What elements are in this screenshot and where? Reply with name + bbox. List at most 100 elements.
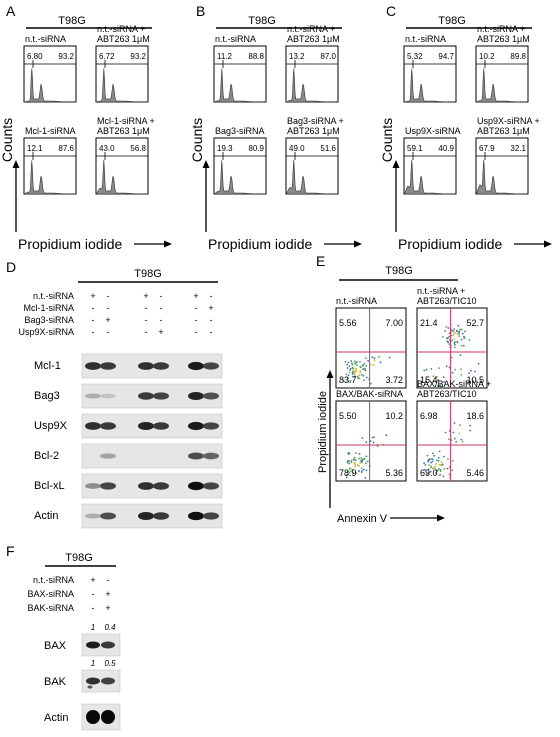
event-dot	[477, 362, 480, 365]
event-dot	[372, 364, 375, 366]
quadrant-ul: 5.50	[339, 411, 357, 421]
event-dot	[457, 324, 460, 327]
protein-label: Mcl-1	[34, 360, 61, 372]
event-dot	[362, 368, 365, 371]
event-dot	[353, 375, 356, 378]
event-dot	[437, 457, 440, 459]
subg1-value: 67.9	[479, 144, 495, 153]
panel-A-cell-line: T98G	[58, 15, 86, 27]
quadrant-ll: 78.9	[339, 468, 357, 478]
event-dot	[365, 364, 368, 367]
event-dot	[459, 328, 461, 331]
event-dot	[427, 472, 429, 474]
event-dot	[365, 441, 368, 444]
event-dot	[359, 360, 361, 363]
event-dot	[441, 385, 444, 388]
event-dot	[356, 464, 359, 466]
lane-sign: -	[92, 589, 95, 599]
quadrant-ll: 83.7	[339, 375, 357, 385]
event-dot	[456, 333, 459, 336]
event-dot	[356, 364, 358, 367]
blot-band	[85, 513, 101, 519]
lane-sign: +	[193, 291, 198, 301]
event-dot	[430, 461, 432, 464]
g1-value: 32.1	[510, 144, 526, 153]
event-dot	[454, 346, 456, 349]
event-dot	[344, 360, 347, 363]
hist-label: ABT263 1μM	[477, 34, 530, 44]
event-dot	[369, 440, 372, 443]
blot-band	[153, 392, 169, 400]
subg1-value: 6.72	[99, 52, 115, 61]
event-dot	[439, 468, 442, 471]
quadrant-ur: 18.6	[466, 411, 484, 421]
lane-sign: -	[107, 327, 110, 337]
panel-label-C: C	[386, 3, 396, 19]
event-dot	[349, 369, 351, 371]
g1-value: 80.9	[248, 144, 264, 153]
g1-value: 88.8	[248, 52, 264, 61]
event-dot	[424, 464, 427, 466]
blot-band	[188, 392, 204, 400]
event-dot	[438, 464, 441, 466]
event-dot	[388, 356, 391, 359]
event-dot	[447, 341, 450, 344]
event-dot	[423, 462, 425, 465]
event-dot	[460, 338, 463, 341]
event-dot	[436, 384, 439, 387]
event-dot	[351, 366, 354, 369]
event-dot	[458, 330, 461, 333]
lane-sign: -	[195, 327, 198, 337]
event-dot	[351, 373, 354, 375]
event-dot	[452, 330, 455, 333]
blot-band	[203, 362, 219, 370]
hist-label: Usp9X-siRNA	[405, 126, 461, 136]
event-dot	[348, 471, 351, 474]
event-dot	[445, 365, 448, 368]
event-dot	[355, 452, 357, 455]
event-dot	[358, 470, 360, 472]
condition-label: BAK-siRNA	[27, 603, 74, 613]
event-dot	[453, 338, 456, 340]
lane-sign: -	[107, 575, 110, 585]
axis-label-counts: Counts	[379, 118, 395, 162]
counts-arrow-head	[392, 160, 400, 168]
lane-sign: +	[143, 291, 148, 301]
event-dot	[448, 473, 451, 476]
g1-value: 87.6	[58, 144, 74, 153]
condition-label: BAX-siRNA	[27, 589, 74, 599]
event-dot	[353, 456, 356, 459]
subg1-value: 43.0	[99, 144, 115, 153]
event-dot	[453, 343, 456, 346]
blot-band	[100, 362, 116, 370]
blot-band	[86, 710, 100, 724]
event-dot	[462, 344, 465, 347]
event-dot	[376, 445, 379, 448]
event-dot	[357, 377, 360, 379]
event-dot	[369, 382, 372, 385]
histogram	[404, 159, 456, 195]
pi-arrow-head	[544, 240, 552, 248]
pi-arrow-head	[164, 240, 172, 248]
lane-sign: -	[107, 291, 110, 301]
dotplot-label: n.t.-siRNA	[336, 296, 377, 306]
event-dot	[464, 330, 466, 333]
event-dot	[437, 379, 440, 381]
event-dot	[358, 457, 360, 460]
dotplot-label: BAX/BAK-siRNA	[336, 389, 403, 399]
event-dot	[432, 467, 434, 470]
panel-C-cell-line: T98G	[438, 15, 466, 27]
panel-label-D: D	[6, 259, 16, 275]
lane-sign: -	[210, 291, 213, 301]
lane-sign: -	[145, 327, 148, 337]
event-dot	[365, 357, 367, 360]
blot-band	[153, 512, 169, 520]
event-dot	[364, 369, 367, 372]
lane-sign: +	[90, 575, 95, 585]
event-dot	[348, 462, 350, 465]
quadrant-ll: 15.4	[420, 375, 438, 385]
event-dot	[443, 468, 446, 470]
event-dot	[459, 354, 462, 356]
condition-label: Usp9X-siRNA	[18, 327, 74, 337]
blot-band	[188, 511, 204, 521]
